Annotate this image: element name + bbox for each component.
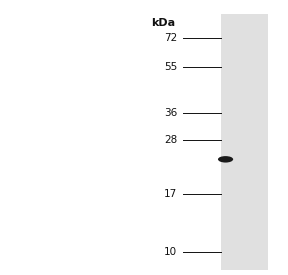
Text: 28: 28	[164, 135, 177, 145]
Text: 72: 72	[164, 33, 177, 43]
Text: 10: 10	[164, 247, 177, 257]
Bar	[221, 14, 268, 270]
Text: 55: 55	[164, 62, 177, 72]
Text: 36: 36	[164, 108, 177, 118]
Text: 17: 17	[164, 189, 177, 199]
Ellipse shape	[218, 156, 233, 163]
Text: kDa: kDa	[151, 18, 175, 28]
